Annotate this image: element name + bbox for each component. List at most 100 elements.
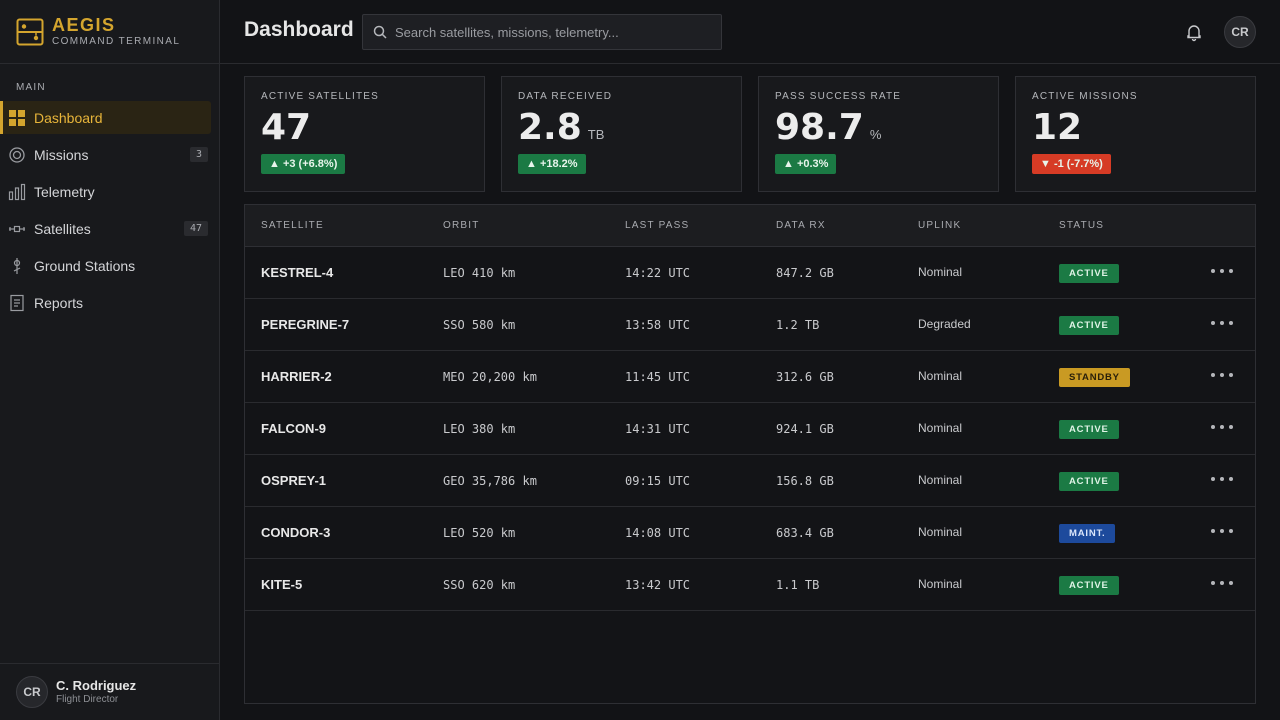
uplink-value: Nominal xyxy=(918,525,963,539)
satellites-count-badge: 47 xyxy=(183,221,208,236)
sidebar-item-satellites[interactable]: Satellites 47 xyxy=(0,212,211,245)
table-row[interactable]: KITE-5 SSO 620 km 13:42 UTC 1.1 TB Nominal AC… xyxy=(245,559,1255,611)
last-pass-value: 13:42 UTC xyxy=(625,578,691,592)
satellite-icon xyxy=(8,220,26,238)
orbit-value: LEO 520 km xyxy=(443,526,516,540)
sidebar: AEGIS COMMAND TERMINAL MAIN Dashboard Mi… xyxy=(0,0,220,720)
satellite-name: FALCON-9 xyxy=(261,421,326,436)
sidebar-item-label: Reports xyxy=(34,294,84,311)
sidebar-item-label: Ground Stations xyxy=(34,257,136,274)
uplink-value: Nominal xyxy=(918,265,963,279)
table-body: KESTREL-4 LEO 410 km 14:22 UTC 847.2 GB Nomi… xyxy=(245,247,1255,611)
stat-delta: ▲ +18.2% xyxy=(518,154,586,174)
stat-delta: ▼ -1 (-7.7%) xyxy=(1032,154,1111,174)
data-rx-value: 1.1 TB xyxy=(776,578,820,592)
search-box[interactable] xyxy=(362,14,722,50)
more-options-icon[interactable] xyxy=(1211,365,1233,385)
sidebar-item-missions[interactable]: Missions 3 xyxy=(0,138,211,171)
column-header-satellite[interactable]: SATELLITE xyxy=(261,220,324,231)
target-icon xyxy=(8,146,26,164)
user-profile[interactable]: CR C. Rodriguez Flight Director xyxy=(0,663,219,720)
stat-card-active-satellites: ACTIVE SATELLITES 47 ▲ +3 (+6.8%) xyxy=(244,76,485,192)
satellite-name: OSPREY-1 xyxy=(261,473,327,488)
stat-value: 2.8 xyxy=(518,107,582,148)
brand-name: AEGIS xyxy=(52,15,116,35)
table-row[interactable]: OSPREY-1 GEO 35,786 km 09:15 UTC 156.8 GB No… xyxy=(245,455,1255,507)
more-options-icon[interactable] xyxy=(1211,261,1233,281)
stat-card-data-received: DATA RECEIVED 2.8 TB ▲ +18.2% xyxy=(501,76,742,192)
top-header: Dashboard CR xyxy=(220,0,1280,64)
brand[interactable]: AEGIS COMMAND TERMINAL xyxy=(0,0,219,64)
uplink-value: Nominal xyxy=(918,577,963,591)
status-badge: ACTIVE xyxy=(1059,576,1119,595)
aegis-logo-icon xyxy=(16,18,44,45)
last-pass-value: 14:22 UTC xyxy=(625,266,691,280)
sidebar-item-telemetry[interactable]: Telemetry xyxy=(0,175,211,208)
search-input[interactable] xyxy=(395,24,715,40)
orbit-value: GEO 35,786 km xyxy=(443,474,537,488)
uplink-value: Degraded xyxy=(918,317,971,331)
stat-value: 98.7 xyxy=(775,107,864,148)
more-options-icon[interactable] xyxy=(1211,521,1233,541)
sidebar-item-label: Telemetry xyxy=(34,183,95,200)
column-header-status[interactable]: STATUS xyxy=(1059,220,1105,231)
stat-delta: ▲ +0.3% xyxy=(775,154,837,174)
data-rx-value: 1.2 TB xyxy=(776,318,820,332)
stat-card-pass-success-rate: PASS SUCCESS RATE 98.7% ▲ +0.3% xyxy=(758,76,999,192)
column-header-uplink[interactable]: UPLINK xyxy=(918,220,962,231)
nav-section-label: MAIN xyxy=(16,82,46,93)
orbit-value: SSO 580 km xyxy=(443,318,516,332)
stat-label: ACTIVE SATELLITES xyxy=(261,91,380,102)
status-badge: ACTIVE xyxy=(1059,420,1119,439)
uplink-value: Nominal xyxy=(918,369,963,383)
stat-value: 47 xyxy=(261,107,312,148)
user-role: Flight Director xyxy=(56,694,119,705)
satellite-table: SATELLITE ORBIT LAST PASS DATA RX UPLINK… xyxy=(244,204,1256,704)
stats-row: ACTIVE SATELLITES 47 ▲ +3 (+6.8%) DATA R… xyxy=(244,76,1256,192)
more-options-icon[interactable] xyxy=(1211,573,1233,593)
column-header-orbit[interactable]: ORBIT xyxy=(443,220,480,231)
uplink-value: Nominal xyxy=(918,473,963,487)
brand-subtitle: COMMAND TERMINAL xyxy=(52,36,181,47)
status-badge: ACTIVE xyxy=(1059,316,1119,335)
more-options-icon[interactable] xyxy=(1211,469,1233,489)
column-header-last-pass[interactable]: LAST PASS xyxy=(625,220,690,231)
table-row[interactable]: FALCON-9 LEO 380 km 14:31 UTC 924.1 GB Nomin… xyxy=(245,403,1255,455)
sidebar-item-label: Satellites xyxy=(34,220,91,237)
status-badge: ACTIVE xyxy=(1059,472,1119,491)
last-pass-value: 14:31 UTC xyxy=(625,422,691,436)
status-badge: MAINT. xyxy=(1059,524,1116,543)
data-rx-value: 156.8 GB xyxy=(776,474,834,488)
stat-unit: TB xyxy=(587,127,605,142)
last-pass-value: 09:15 UTC xyxy=(625,474,691,488)
satellite-name: CONDOR-3 xyxy=(261,525,331,540)
orbit-value: MEO 20,200 km xyxy=(443,370,537,384)
stat-card-active-missions: ACTIVE MISSIONS 12 ▼ -1 (-7.7%) xyxy=(1015,76,1256,192)
data-rx-value: 312.6 GB xyxy=(776,370,834,384)
page-title: Dashboard xyxy=(244,18,354,41)
orbit-value: LEO 380 km xyxy=(443,422,516,436)
table-row[interactable]: PEREGRINE-7 SSO 580 km 13:58 UTC 1.2 TB Degr… xyxy=(245,299,1255,351)
sidebar-item-ground-stations[interactable]: Ground Stations xyxy=(0,249,211,282)
table-row[interactable]: CONDOR-3 LEO 520 km 14:08 UTC 683.4 GB Nomin… xyxy=(245,507,1255,559)
column-header-data-rx[interactable]: DATA RX xyxy=(776,220,826,231)
stat-label: DATA RECEIVED xyxy=(518,91,613,102)
sidebar-nav: Dashboard Missions 3 Telemetry Satellite… xyxy=(0,101,219,323)
last-pass-value: 11:45 UTC xyxy=(625,370,691,384)
table-row[interactable]: HARRIER-2 MEO 20,200 km 11:45 UTC 312.6 GB N… xyxy=(245,351,1255,403)
header-avatar[interactable]: CR xyxy=(1224,16,1256,48)
sidebar-item-label: Missions xyxy=(34,146,89,163)
sidebar-item-reports[interactable]: Reports xyxy=(0,286,211,319)
document-icon xyxy=(8,294,26,312)
more-options-icon[interactable] xyxy=(1211,417,1233,437)
stat-unit: % xyxy=(869,127,882,142)
last-pass-value: 14:08 UTC xyxy=(625,526,691,540)
sidebar-item-dashboard[interactable]: Dashboard xyxy=(0,101,211,134)
more-options-icon[interactable] xyxy=(1211,313,1233,333)
orbit-value: SSO 620 km xyxy=(443,578,516,592)
bell-icon[interactable] xyxy=(1184,22,1204,42)
table-row[interactable]: KESTREL-4 LEO 410 km 14:22 UTC 847.2 GB Nomi… xyxy=(245,247,1255,299)
stat-delta: ▲ +3 (+6.8%) xyxy=(261,154,346,174)
satellite-name: KITE-5 xyxy=(261,577,303,592)
uplink-value: Nominal xyxy=(918,421,963,435)
